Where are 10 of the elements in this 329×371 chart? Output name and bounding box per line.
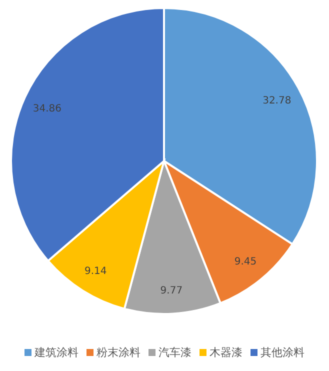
data-label: 9.77 [160,285,183,296]
legend-label: 汽车漆 [158,346,192,359]
legend-label: 其他涂料 [260,346,304,359]
data-label: 32.78 [262,96,292,107]
legend-label: 木器漆 [210,346,242,359]
data-label: 34.86 [32,103,62,114]
legend-label: 建筑涂料 [34,346,78,359]
data-label: 9.14 [84,266,107,277]
data-label: 9.45 [234,256,257,268]
legend-label: 粉末涂料 [96,346,140,359]
